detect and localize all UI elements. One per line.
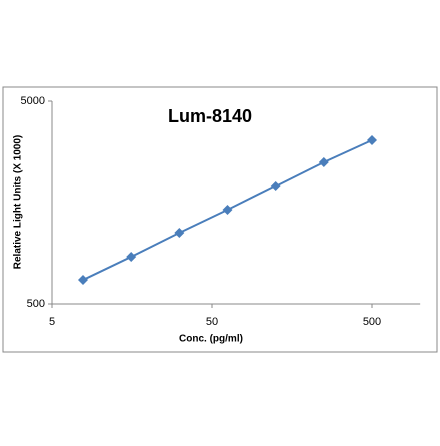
x-axis-label: Conc. (pg/ml) bbox=[179, 334, 243, 345]
data-point bbox=[270, 180, 281, 191]
chart-title: Lum-8140 bbox=[168, 106, 252, 126]
data-point bbox=[78, 275, 89, 286]
data-point bbox=[318, 156, 329, 167]
y-tick-label: 5000 bbox=[21, 95, 45, 107]
y-axis-label: Relative Light Units (X 1000) bbox=[13, 135, 24, 269]
chart-border bbox=[2, 86, 438, 353]
data-point bbox=[222, 205, 233, 216]
x-tick-label: 5 bbox=[49, 316, 55, 328]
x-tick-label: 500 bbox=[363, 316, 381, 328]
y-tick-label: 500 bbox=[27, 298, 45, 310]
data-point bbox=[126, 252, 137, 263]
x-tick-label: 50 bbox=[206, 316, 218, 328]
data-point bbox=[174, 227, 185, 238]
data-point bbox=[367, 134, 377, 145]
